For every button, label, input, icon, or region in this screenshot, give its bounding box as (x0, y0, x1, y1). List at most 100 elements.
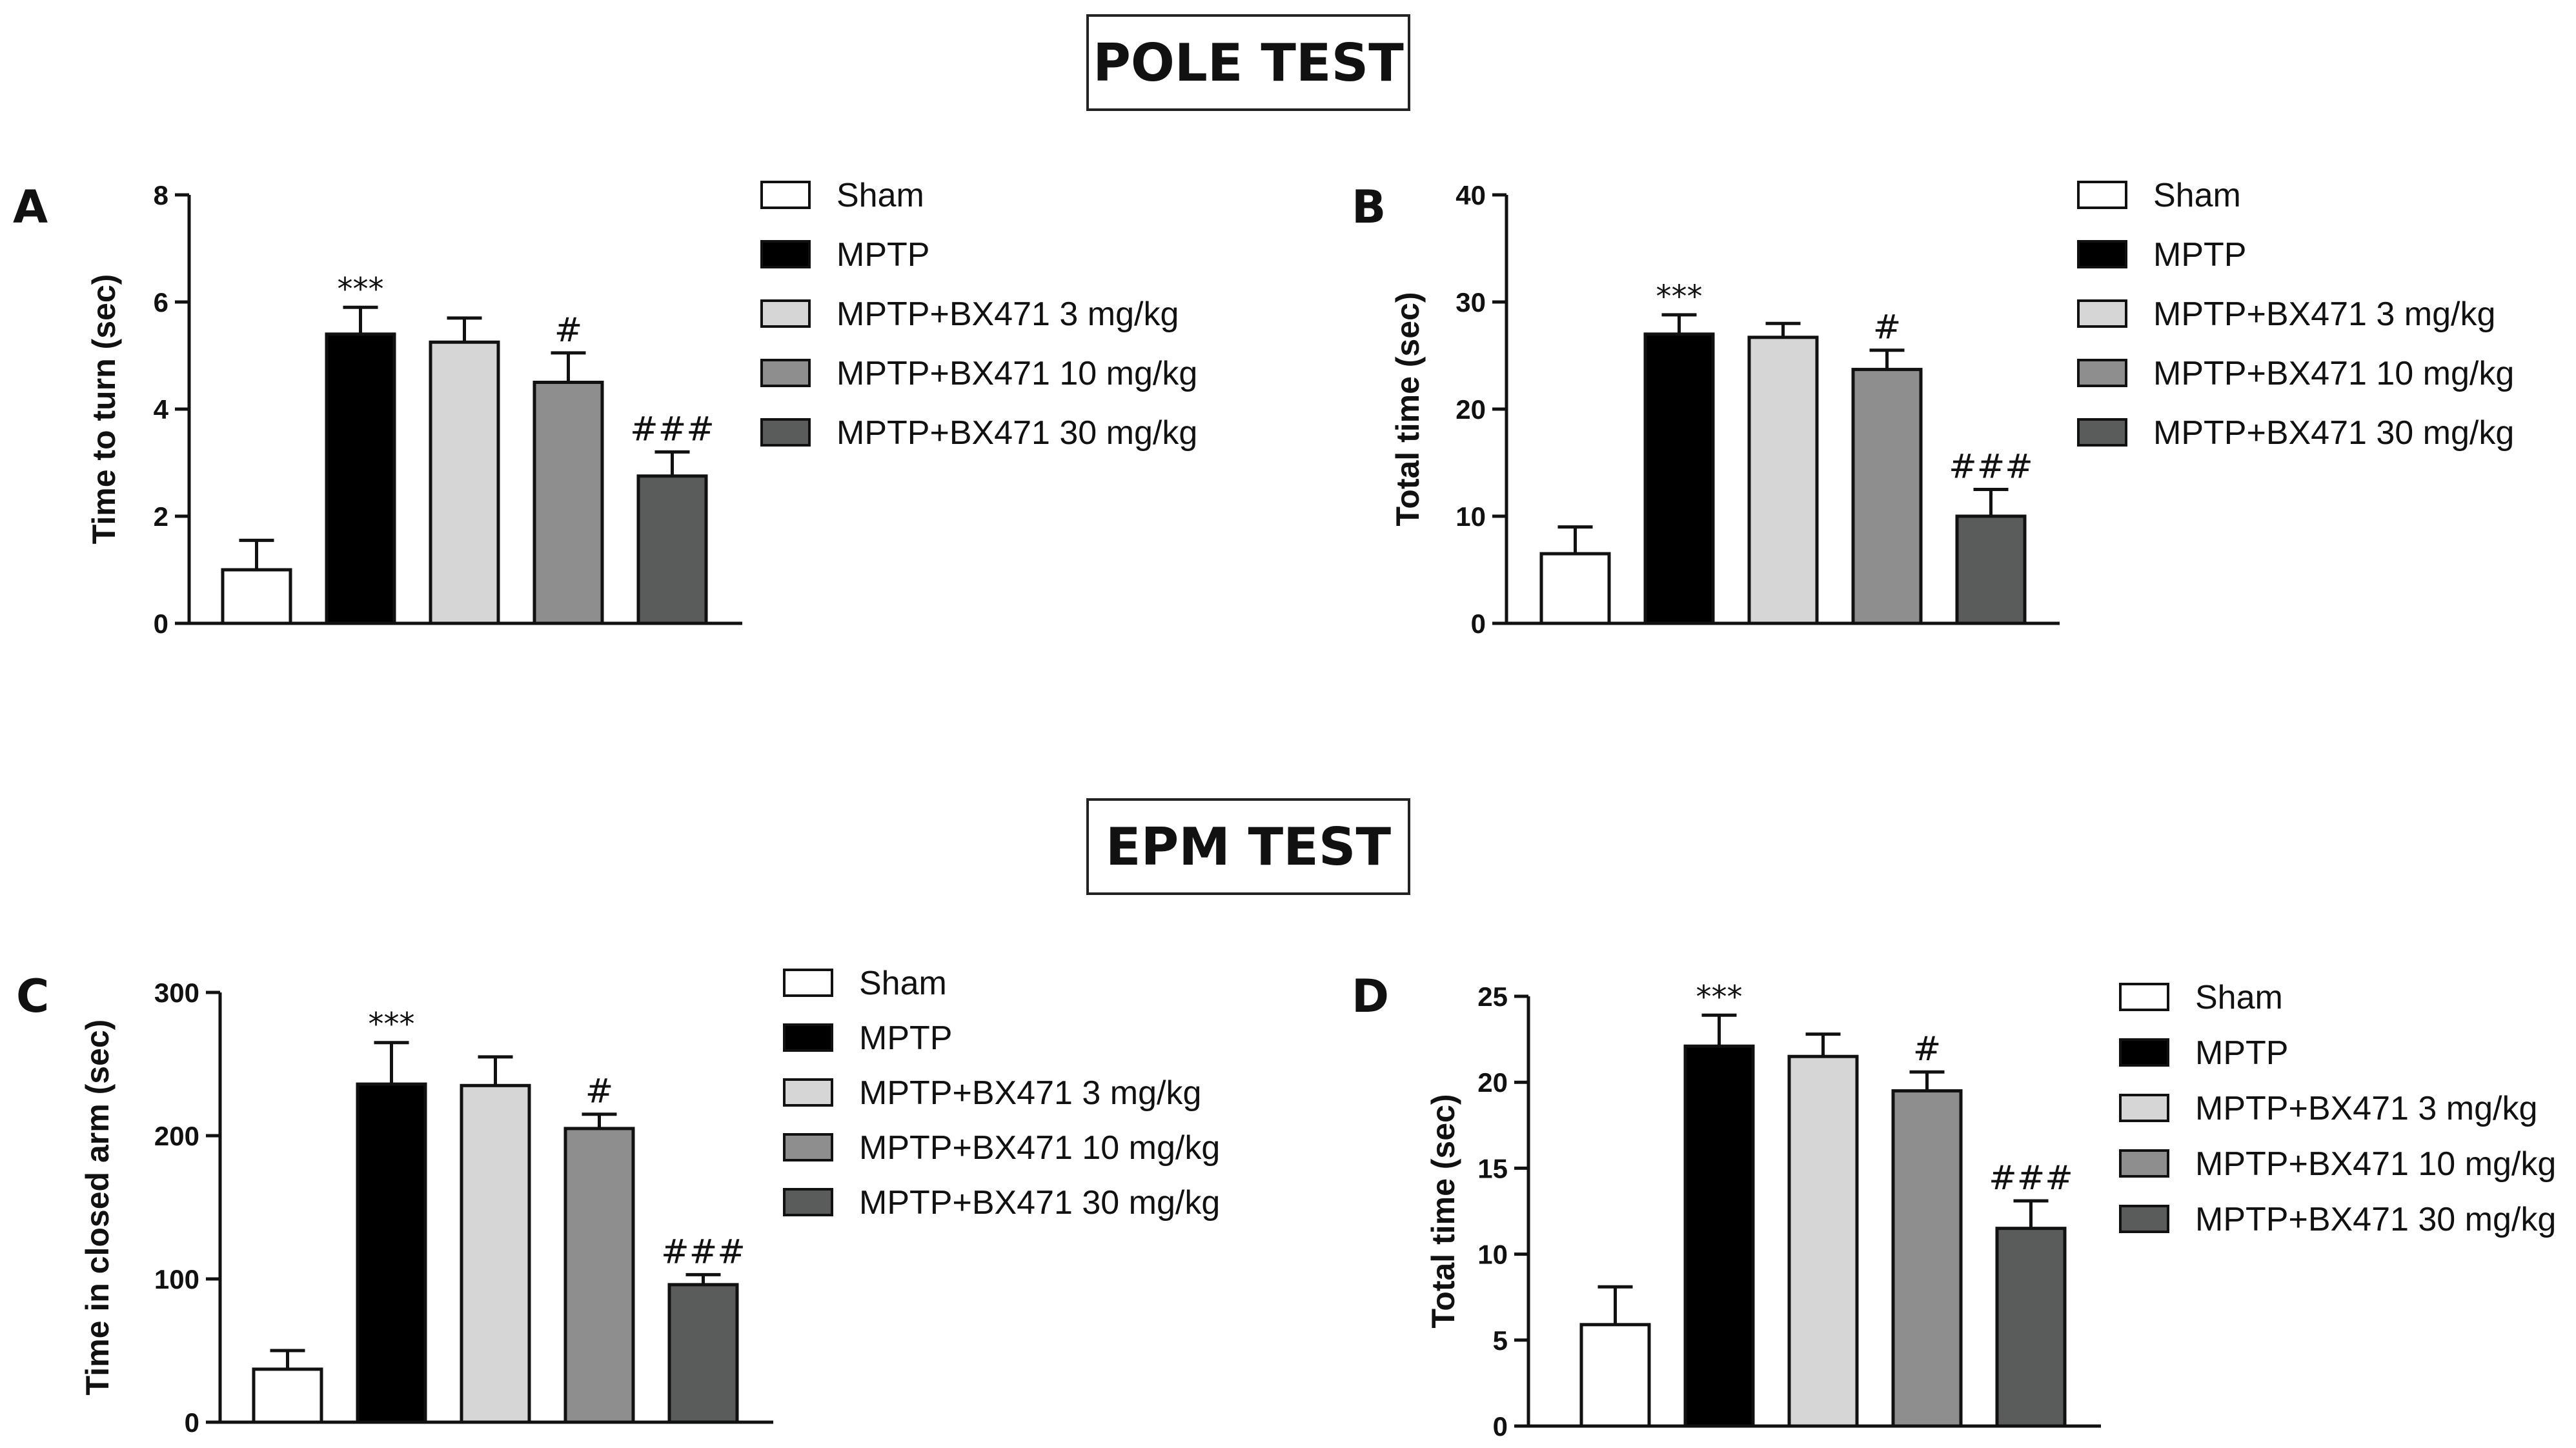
bar-4 (1995, 1227, 2067, 1428)
legend-label: MPTP+BX471 30 mg/kg (2153, 414, 2514, 452)
y-tick-label: 40 (1455, 180, 1486, 210)
section-title-pole: POLE TEST (1086, 14, 1410, 111)
significance-label: # (1913, 1030, 1942, 1069)
legend-swatch (783, 1133, 833, 1161)
bar-0 (252, 1367, 323, 1424)
y-axis-label: Total time (sec) (1425, 1094, 1461, 1328)
panel-letter: C (16, 970, 49, 1023)
y-tick-label: 30 (1455, 287, 1486, 317)
legend-swatch (2077, 181, 2127, 209)
legend-label: Sham (859, 965, 947, 1002)
y-tick-label: 10 (1477, 1240, 1508, 1270)
y-tick-label: 4 (154, 394, 169, 425)
legend-label: MPTP (859, 1020, 952, 1057)
legend-swatch (783, 1023, 833, 1052)
y-tick-label: 20 (1477, 1067, 1508, 1098)
legend-label: MPTP+BX471 3 mg/kg (859, 1074, 1201, 1112)
y-tick-label: 15 (1477, 1153, 1508, 1183)
legend-label: MPTP+BX471 30 mg/kg (2195, 1201, 2556, 1238)
legend-label: MPTP+BX471 10 mg/kg (2195, 1145, 2556, 1183)
legend-swatch (783, 1188, 833, 1216)
y-tick-label: 0 (1471, 608, 1486, 639)
significance-label: ### (1989, 1159, 2073, 1198)
bar-3 (1891, 1089, 1963, 1428)
y-tick-label: 5 (1493, 1325, 1508, 1356)
y-tick-label: 6 (154, 287, 168, 317)
legend-label: MPTP+BX471 3 mg/kg (837, 296, 1179, 333)
legend-label: Sham (2153, 177, 2241, 214)
y-tick-label: 100 (154, 1264, 199, 1294)
legend-swatch (2119, 983, 2169, 1011)
significance-label: ### (1949, 448, 2033, 487)
panel-letter: B (1352, 181, 1386, 234)
legend-label: MPTP+BX471 10 mg/kg (859, 1129, 1220, 1167)
bar-4 (1955, 514, 2027, 625)
legend-label: MPTP+BX471 3 mg/kg (2153, 296, 2495, 333)
significance-label: # (554, 311, 583, 350)
panel-letter: A (13, 181, 48, 234)
legend-swatch (760, 299, 811, 328)
bar-3 (1851, 368, 1923, 625)
significance-label: # (585, 1072, 614, 1111)
y-tick-label: 0 (185, 1407, 199, 1438)
legend-label: MPTP+BX471 30 mg/kg (859, 1184, 1220, 1222)
bar-2 (460, 1083, 531, 1424)
legend-swatch (2077, 299, 2127, 328)
legend-swatch (783, 969, 833, 997)
bar-1 (325, 332, 396, 625)
y-tick-label: 200 (154, 1121, 199, 1151)
legend-label: MPTP+BX471 10 mg/kg (2153, 355, 2514, 392)
legend-swatch (2119, 1038, 2169, 1067)
y-tick-label: 8 (154, 180, 168, 210)
legend-swatch (760, 240, 811, 268)
bar-1 (1643, 332, 1715, 625)
y-axis-label: Time in closed arm (sec) (79, 1020, 116, 1396)
bar-0 (1539, 552, 1611, 625)
legend-swatch (2119, 1094, 2169, 1122)
legend-swatch (2119, 1205, 2169, 1233)
legend-swatch (783, 1078, 833, 1107)
y-tick-label: 300 (154, 978, 199, 1008)
bar-2 (429, 340, 500, 625)
significance-label: *** (338, 271, 384, 307)
y-tick-label: 0 (1493, 1411, 1508, 1442)
y-tick-label: 2 (154, 501, 168, 532)
legend-label: MPTP (837, 236, 929, 274)
legend-swatch (760, 418, 811, 447)
bar-4 (636, 474, 708, 625)
significance-label: ### (661, 1232, 745, 1271)
bar-1 (356, 1082, 427, 1424)
bar-2 (1787, 1054, 1859, 1428)
significance-label: *** (1656, 279, 1703, 315)
y-axis-label: Total time (sec) (1390, 292, 1426, 526)
bar-0 (1579, 1323, 1651, 1428)
legend-label: Sham (2195, 979, 2283, 1016)
significance-label: *** (369, 1007, 415, 1043)
bar-3 (532, 381, 604, 625)
section-title-epm: EPM TEST (1086, 798, 1410, 895)
panel-letter: D (1352, 970, 1389, 1023)
legend-label: MPTP (2153, 236, 2246, 274)
y-tick-label: 20 (1455, 394, 1486, 425)
bar-0 (221, 568, 292, 625)
y-axis-label: Time to turn (sec) (86, 274, 122, 545)
legend-swatch (760, 181, 811, 209)
bar-1 (1683, 1044, 1755, 1428)
bar-4 (667, 1283, 739, 1424)
significance-label: # (1873, 308, 1902, 347)
legend-swatch (760, 359, 811, 387)
legend-label: Sham (837, 177, 924, 214)
legend-label: MPTP+BX471 3 mg/kg (2195, 1090, 2537, 1127)
legend-swatch (2077, 240, 2127, 268)
legend-label: MPTP+BX471 10 mg/kg (837, 355, 1197, 392)
bar-2 (1747, 336, 1819, 625)
y-tick-label: 10 (1455, 501, 1486, 532)
legend-swatch (2077, 359, 2127, 387)
significance-label: *** (1696, 979, 1743, 1015)
legend-label: MPTP+BX471 30 mg/kg (837, 414, 1197, 452)
